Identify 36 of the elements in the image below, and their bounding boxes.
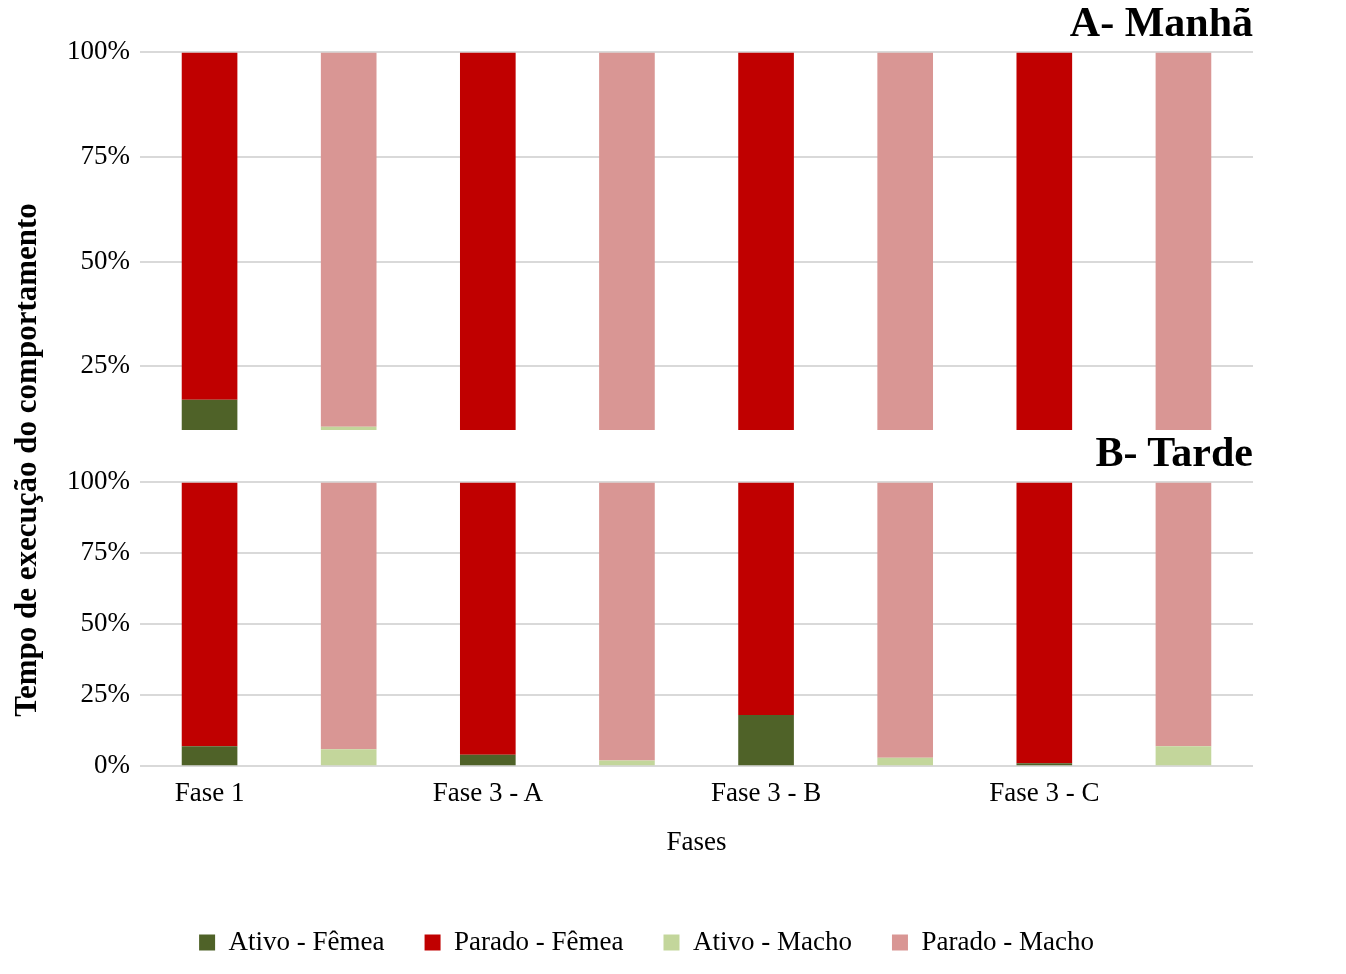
- y-tick-label: 50%: [80, 607, 130, 638]
- x-tick-label: Fase 3 - C: [989, 777, 1100, 808]
- bar: [599, 482, 655, 761]
- bar: [1016, 482, 1073, 764]
- legend-label: Ativo - Fêmea: [228, 925, 385, 956]
- bar: [320, 482, 377, 750]
- bar: [738, 482, 794, 716]
- y-tick-label: 25%: [80, 678, 130, 709]
- y-tick-label: 75%: [80, 140, 130, 171]
- bar: [181, 52, 238, 400]
- bar: [459, 482, 516, 755]
- legend-label: Parado - Macho: [921, 925, 1094, 956]
- bar: [320, 749, 377, 766]
- bar: [459, 754, 516, 766]
- y-tick-label: 0%: [94, 749, 130, 780]
- x-tick-label: Fase 3 - A: [432, 777, 544, 808]
- y-tick-label: 75%: [80, 536, 130, 567]
- y-axis-title: Tempo de execução do comportamento: [8, 203, 44, 717]
- bar: [877, 482, 934, 758]
- y-tick-label: 25%: [80, 349, 130, 380]
- bar: [320, 52, 377, 427]
- legend-label: Parado - Fêmea: [454, 925, 624, 956]
- chart-title: B- Tarde: [1095, 429, 1253, 476]
- x-tick-label: Fase 3 - B: [710, 777, 822, 808]
- x-axis-title: Fases: [666, 825, 727, 856]
- bar: [738, 715, 794, 766]
- bar: [1155, 482, 1212, 747]
- bar: [877, 757, 934, 766]
- x-tick-label: Fase 1: [174, 777, 245, 808]
- bar: [181, 482, 238, 747]
- y-tick-label: 100%: [67, 465, 130, 496]
- y-tick-label: 100%: [67, 35, 130, 66]
- y-tick-label: 50%: [80, 244, 130, 275]
- bar: [1155, 746, 1212, 766]
- bar: [181, 746, 238, 766]
- legend-label: Ativo - Macho: [692, 925, 852, 956]
